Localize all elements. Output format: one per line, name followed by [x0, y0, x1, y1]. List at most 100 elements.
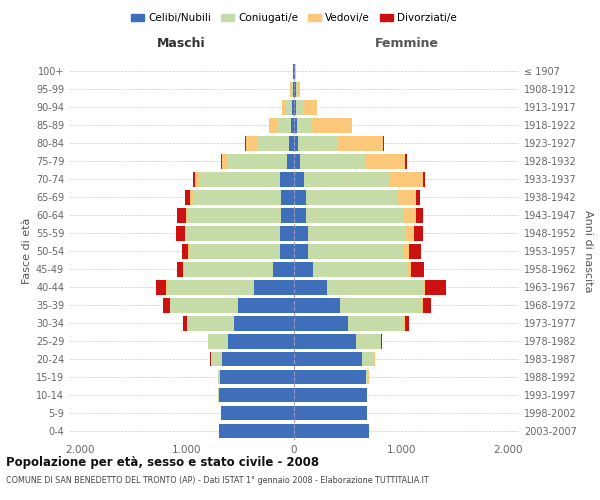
Bar — [155, 280, 294, 294]
Bar — [196, 172, 294, 186]
Bar — [411, 262, 424, 276]
Bar — [297, 118, 311, 133]
Bar — [227, 334, 294, 348]
Bar — [294, 406, 367, 420]
Bar — [222, 352, 294, 366]
Bar — [416, 190, 421, 204]
Bar — [219, 424, 294, 438]
Bar — [184, 262, 294, 276]
Bar — [290, 82, 294, 97]
Y-axis label: Fasce di età: Fasce di età — [22, 218, 32, 284]
Bar — [294, 316, 347, 330]
Bar — [301, 154, 365, 168]
Bar — [291, 82, 294, 97]
Bar — [269, 118, 294, 133]
Bar — [294, 100, 296, 115]
Bar — [294, 262, 313, 276]
Bar — [221, 406, 294, 420]
Bar — [287, 154, 294, 168]
Bar — [220, 370, 294, 384]
Bar — [403, 208, 416, 222]
Bar — [414, 226, 422, 240]
Bar — [416, 208, 422, 222]
Bar — [297, 82, 301, 97]
Bar — [257, 136, 294, 151]
Bar — [294, 280, 327, 294]
Bar — [245, 136, 294, 151]
Bar — [185, 190, 294, 204]
Bar — [294, 82, 296, 97]
Bar — [211, 352, 294, 366]
Bar — [184, 316, 294, 330]
Bar — [177, 208, 294, 222]
Bar — [308, 226, 406, 240]
Bar — [272, 262, 294, 276]
Bar — [190, 190, 294, 204]
Bar — [218, 388, 294, 402]
Bar — [306, 208, 403, 222]
Bar — [280, 172, 294, 186]
Bar — [187, 316, 294, 330]
Bar — [185, 226, 294, 240]
Text: COMUNE DI SAN BENEDETTO DEL TRONTO (AP) - Dati ISTAT 1° gennaio 2008 - Elaborazi: COMUNE DI SAN BENEDETTO DEL TRONTO (AP) … — [6, 476, 428, 485]
Bar — [296, 100, 302, 115]
Bar — [176, 226, 294, 240]
Bar — [407, 262, 411, 276]
Bar — [294, 226, 308, 240]
Text: Femmine: Femmine — [374, 37, 439, 50]
Bar — [208, 334, 294, 348]
Bar — [211, 352, 294, 366]
Bar — [188, 208, 294, 222]
Bar — [298, 136, 337, 151]
Bar — [182, 244, 294, 258]
Text: Popolazione per età, sesso e stato civile - 2008: Popolazione per età, sesso e stato civil… — [6, 456, 319, 469]
Bar — [282, 100, 294, 115]
Bar — [227, 154, 294, 168]
Bar — [219, 424, 294, 438]
Bar — [290, 82, 294, 97]
Bar — [221, 406, 294, 420]
Bar — [302, 100, 317, 115]
Bar — [294, 154, 301, 168]
Bar — [294, 244, 308, 258]
Bar — [221, 406, 294, 420]
Bar — [218, 388, 294, 402]
Bar — [222, 154, 294, 168]
Bar — [208, 334, 294, 348]
Bar — [296, 82, 297, 97]
Bar — [422, 298, 431, 312]
Bar — [282, 100, 294, 115]
Bar — [409, 244, 421, 258]
Bar — [366, 370, 368, 384]
Bar — [200, 172, 294, 186]
Bar — [425, 280, 446, 294]
Bar — [293, 82, 294, 97]
Bar — [304, 172, 389, 186]
Bar — [294, 334, 356, 348]
Bar — [294, 388, 367, 402]
Bar — [308, 244, 403, 258]
Bar — [219, 424, 294, 438]
Bar — [306, 190, 397, 204]
Bar — [337, 136, 383, 151]
Bar — [278, 118, 294, 133]
Bar — [280, 244, 294, 258]
Bar — [294, 370, 366, 384]
Bar — [294, 136, 298, 151]
Bar — [289, 136, 294, 151]
Bar — [218, 370, 294, 384]
Bar — [293, 64, 294, 79]
Bar — [327, 280, 424, 294]
Bar — [294, 208, 306, 222]
Bar — [163, 298, 294, 312]
Bar — [356, 334, 381, 348]
Bar — [193, 172, 294, 186]
Bar — [404, 316, 406, 330]
Bar — [193, 190, 294, 204]
Bar — [424, 280, 425, 294]
Legend: Celibi/Nubili, Coniugati/e, Vedovi/e, Divorziati/e: Celibi/Nubili, Coniugati/e, Vedovi/e, Di… — [127, 9, 461, 28]
Bar — [221, 406, 294, 420]
Bar — [184, 262, 294, 276]
Bar — [269, 118, 294, 133]
Bar — [294, 352, 361, 366]
